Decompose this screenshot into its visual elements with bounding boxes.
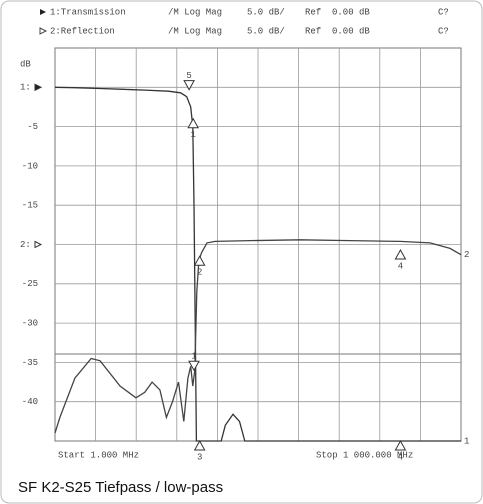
trace-name: 1:Transmission	[50, 7, 126, 17]
header-status: C?	[438, 7, 449, 17]
marker	[187, 117, 200, 129]
header-ref: Ref	[305, 26, 321, 36]
caption: SF K2-S25 Tiefpass / low-pass	[18, 479, 223, 496]
marker	[188, 360, 200, 372]
y-tick-label: 1:	[20, 83, 31, 93]
ref-indicator	[34, 83, 43, 92]
marker	[183, 80, 195, 91]
start-label: Start 1.000 MHz	[58, 450, 139, 460]
marker	[193, 255, 206, 266]
header-ref: Ref	[305, 7, 321, 17]
y-tick-label: -5	[27, 122, 38, 132]
ref-indicator	[34, 240, 43, 249]
y-tick-label: -15	[22, 201, 38, 211]
trace-line	[54, 239, 462, 434]
y-tick-label: -30	[22, 318, 38, 328]
header-ref-value: 0.00 dB	[332, 26, 370, 36]
header-format: /M Log Mag	[168, 26, 222, 36]
marker-label: 5	[186, 71, 191, 81]
header-scale: 5.0 dB/	[247, 26, 285, 36]
marker-label: 3	[197, 452, 202, 462]
marker-label: 4	[398, 261, 403, 271]
stop-label: Stop 1 000.000 MHz	[316, 450, 413, 460]
trace-end-label: 2	[464, 250, 469, 260]
marker-label: 1	[190, 130, 195, 140]
marker-label: 4	[398, 452, 403, 462]
header-scale: 5.0 dB/	[247, 7, 285, 17]
trace2-indicator	[39, 27, 48, 35]
y-tick-label: 2:	[20, 240, 31, 250]
marker-label: 2	[197, 268, 202, 278]
trace1-indicator	[40, 9, 46, 15]
trace-name: 2:Reflection	[50, 26, 115, 36]
y-tick-label: -40	[22, 397, 38, 407]
trace-end-label: 1	[464, 436, 469, 446]
y-tick-label: -35	[22, 358, 38, 368]
header-format: /M Log Mag	[168, 7, 222, 17]
marker-label: 1	[191, 352, 196, 362]
y-unit: dB	[20, 59, 31, 69]
marker	[193, 439, 206, 451]
y-tick-label: -25	[22, 279, 38, 289]
marker	[394, 248, 407, 260]
header-status: C?	[438, 26, 449, 36]
header-ref-value: 0.00 dB	[332, 7, 370, 17]
marker	[394, 439, 407, 451]
y-tick-label: -10	[22, 161, 38, 171]
